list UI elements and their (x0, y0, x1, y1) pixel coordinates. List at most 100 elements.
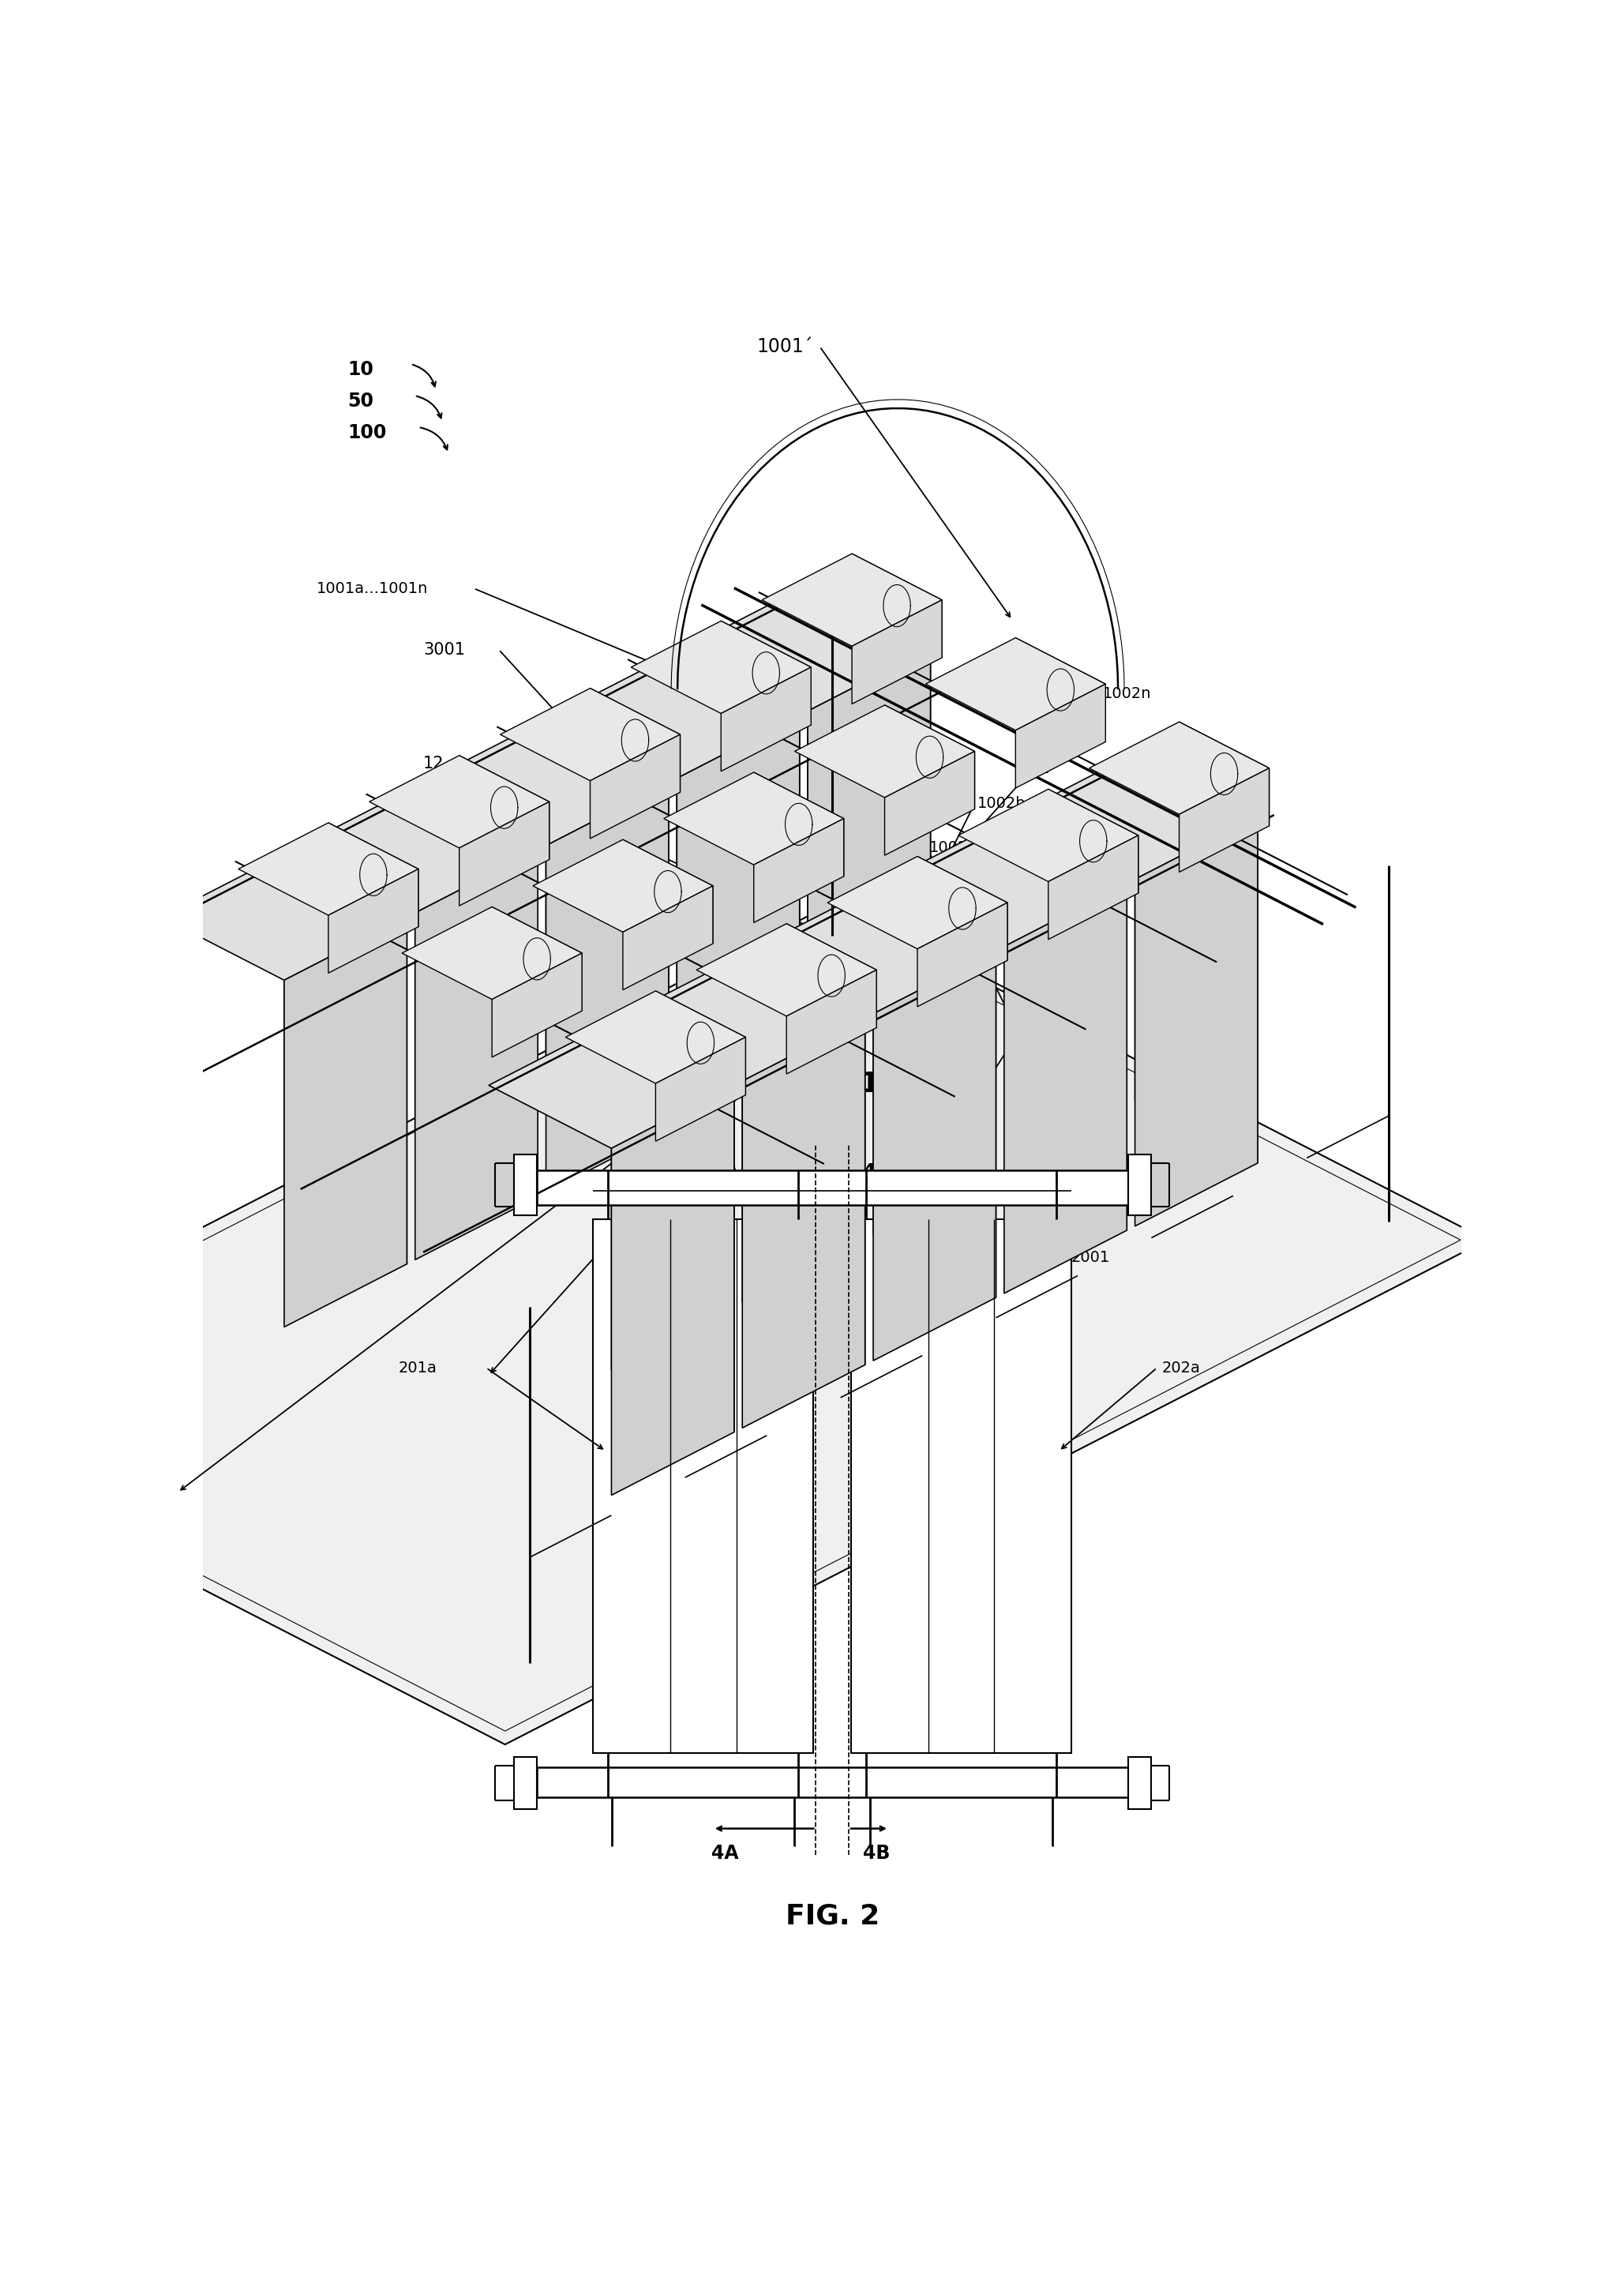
Polygon shape (885, 751, 974, 855)
Polygon shape (624, 885, 713, 990)
Polygon shape (786, 969, 877, 1074)
Polygon shape (1015, 685, 1106, 787)
Polygon shape (416, 787, 538, 1197)
Polygon shape (1004, 883, 1127, 1294)
Polygon shape (851, 1219, 1072, 1754)
Polygon shape (721, 667, 810, 771)
Polygon shape (624, 839, 713, 944)
Polygon shape (664, 771, 844, 864)
Text: 1002n: 1002n (1103, 687, 1151, 701)
Polygon shape (750, 887, 996, 1015)
Polygon shape (632, 621, 810, 714)
Text: 1001´: 1001´ (757, 337, 814, 357)
Polygon shape (284, 853, 408, 1265)
Polygon shape (918, 903, 1007, 1008)
Text: 10: 10 (348, 359, 374, 380)
Polygon shape (611, 1021, 734, 1433)
Polygon shape (754, 819, 844, 924)
Polygon shape (590, 689, 680, 792)
Polygon shape (827, 855, 1007, 949)
Polygon shape (292, 787, 538, 912)
Text: 4A: 4A (711, 1843, 739, 1863)
Polygon shape (786, 924, 877, 1028)
Polygon shape (926, 637, 1106, 730)
Polygon shape (424, 719, 669, 846)
Polygon shape (328, 824, 419, 926)
Polygon shape (593, 1219, 814, 1754)
Polygon shape (656, 1037, 745, 1142)
Polygon shape (677, 714, 799, 1126)
Polygon shape (161, 853, 408, 981)
Polygon shape (958, 789, 1138, 883)
Polygon shape (403, 908, 581, 999)
Polygon shape (807, 648, 931, 1058)
Text: 1002b: 1002b (978, 796, 1026, 812)
Polygon shape (0, 903, 1488, 1745)
Text: ...: ... (1030, 755, 1051, 778)
Polygon shape (369, 755, 549, 849)
Text: 4B: 4B (862, 1163, 890, 1181)
Polygon shape (460, 801, 549, 905)
Polygon shape (685, 585, 931, 712)
Text: 12: 12 (424, 755, 445, 771)
Polygon shape (853, 553, 942, 657)
Text: 202a: 202a (1163, 1360, 1200, 1376)
Polygon shape (513, 1756, 536, 1809)
Text: 3002: 3002 (843, 983, 882, 999)
Polygon shape (492, 953, 581, 1058)
Polygon shape (546, 783, 669, 1192)
Polygon shape (500, 689, 680, 780)
Polygon shape (656, 992, 745, 1094)
Polygon shape (807, 585, 931, 994)
Polygon shape (1129, 1153, 1151, 1215)
Text: FIG. 1: FIG. 1 (786, 1072, 879, 1097)
Polygon shape (677, 653, 799, 1062)
Polygon shape (1135, 817, 1257, 1226)
Polygon shape (1135, 753, 1257, 1163)
Polygon shape (1090, 721, 1270, 814)
Polygon shape (239, 824, 419, 915)
Polygon shape (489, 1021, 734, 1149)
Polygon shape (1129, 1756, 1151, 1809)
Polygon shape (1047, 789, 1138, 894)
Polygon shape (536, 1169, 1129, 1206)
Text: 3001: 3001 (424, 642, 464, 657)
Polygon shape (742, 1017, 866, 1429)
Polygon shape (611, 1085, 734, 1495)
Polygon shape (1012, 753, 1257, 878)
Polygon shape (536, 1768, 1129, 1797)
Text: 1002a: 1002a (929, 839, 978, 855)
Polygon shape (1047, 835, 1138, 940)
Polygon shape (754, 771, 844, 876)
Polygon shape (885, 705, 974, 810)
Polygon shape (1179, 721, 1270, 826)
Text: 100: 100 (348, 423, 387, 441)
Polygon shape (590, 735, 680, 839)
Polygon shape (328, 869, 419, 974)
Polygon shape (492, 908, 581, 1010)
Polygon shape (554, 653, 799, 778)
Polygon shape (853, 601, 942, 703)
Polygon shape (284, 917, 408, 1326)
Text: 1001a...1001n: 1001a...1001n (317, 580, 427, 596)
Polygon shape (533, 839, 713, 933)
Polygon shape (416, 851, 538, 1260)
Polygon shape (1015, 637, 1106, 742)
Polygon shape (762, 553, 942, 646)
Text: FIG. 2: FIG. 2 (786, 1902, 879, 1929)
Text: 4B: 4B (862, 1843, 890, 1863)
Text: 201a: 201a (398, 1360, 437, 1376)
Polygon shape (697, 924, 877, 1017)
Polygon shape (874, 887, 996, 1297)
Polygon shape (1179, 769, 1270, 871)
Text: 2001: 2001 (1072, 1249, 1111, 1265)
Polygon shape (513, 1153, 536, 1215)
Polygon shape (874, 951, 996, 1360)
Text: 50: 50 (348, 391, 374, 410)
Text: 203a: 203a (659, 1224, 697, 1238)
Text: 1002´: 1002´ (1140, 837, 1187, 851)
Polygon shape (620, 956, 866, 1081)
Polygon shape (565, 992, 745, 1083)
Polygon shape (546, 719, 669, 1128)
Polygon shape (742, 956, 866, 1365)
